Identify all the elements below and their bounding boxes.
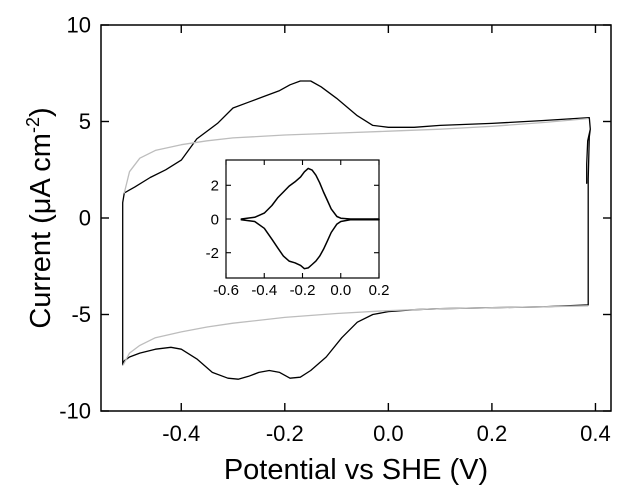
main-y-axis-ticks: -10 -5 0 5 10 bbox=[59, 13, 611, 424]
y-axis-label: Current (μA cm-2) bbox=[23, 107, 57, 328]
main-curves bbox=[122, 80, 591, 380]
y-tick-label: 5 bbox=[79, 109, 91, 134]
y-tick-label: 2 bbox=[211, 178, 219, 195]
x-tick-label: 0.2 bbox=[369, 282, 390, 299]
y-tick-label: 0 bbox=[79, 206, 91, 231]
x-tick-label: 0.2 bbox=[477, 421, 508, 446]
x-tick-label: -0.4 bbox=[251, 282, 277, 299]
main-x-axis-ticks: -0.4 -0.2 0.0 0.2 0.4 bbox=[162, 25, 611, 446]
x-tick-label: -0.4 bbox=[162, 421, 200, 446]
main-plot: -0.4 -0.2 0.0 0.2 0.4 -10 -5 0 5 10 Potential vs… bbox=[23, 13, 612, 486]
y-tick-label: -5 bbox=[71, 302, 91, 327]
x-tick-label: -0.2 bbox=[266, 421, 304, 446]
x-tick-label: 0.0 bbox=[330, 282, 351, 299]
y-tick-label: 0 bbox=[211, 211, 219, 228]
y-tick-label: -10 bbox=[59, 399, 91, 424]
y-tick-label: 10 bbox=[67, 13, 91, 38]
x-tick-label: -0.6 bbox=[213, 282, 239, 299]
x-tick-label: -0.2 bbox=[290, 282, 316, 299]
series-line-1 bbox=[123, 117, 589, 194]
series-line-0 bbox=[122, 80, 591, 380]
series-line-2 bbox=[122, 305, 589, 366]
x-axis-label: Potential vs SHE (V) bbox=[224, 454, 488, 486]
inset-x-axis-ticks: -0.6 -0.4 -0.2 0.0 0.2 bbox=[213, 160, 389, 299]
inset-plot: -0.6 -0.4 -0.2 0.0 0.2 -2 0 2 bbox=[206, 159, 389, 299]
y-tick-label: -2 bbox=[206, 245, 219, 262]
inset-y-axis-ticks: -2 0 2 bbox=[206, 178, 379, 262]
x-tick-label: 0.4 bbox=[580, 421, 611, 446]
x-tick-label: 0.0 bbox=[373, 421, 404, 446]
